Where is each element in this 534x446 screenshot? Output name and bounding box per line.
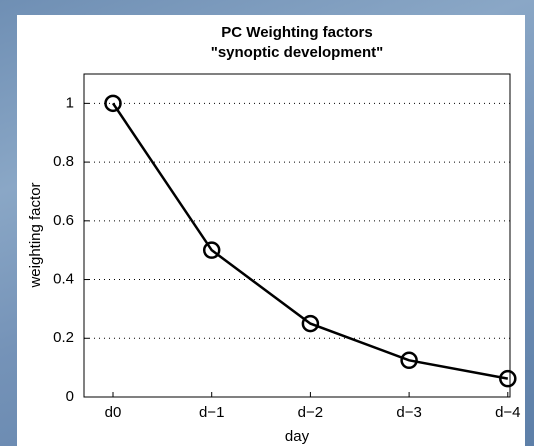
plot-frame: [83, 73, 511, 398]
data-point: [400, 351, 418, 370]
x-tick-label: d−4: [495, 404, 520, 421]
y-tick-label: 0: [66, 388, 74, 405]
chart-title: PC Weighting factors: [221, 24, 372, 41]
y-tick-label: 0.6: [53, 212, 74, 229]
x-tick-label: d−2: [298, 404, 323, 421]
x-tick-label: d0: [105, 404, 122, 421]
data-point: [104, 94, 122, 113]
figure-background: [17, 15, 525, 446]
data-point: [202, 241, 221, 259]
x-tick-label: d−1: [199, 404, 224, 421]
x-tick-label: d−3: [396, 404, 421, 421]
y-tick-label: 0.4: [53, 271, 74, 288]
x-axis-label: day: [285, 428, 310, 445]
y-tick-label: 0.8: [53, 153, 74, 170]
data-point: [499, 369, 517, 388]
data-point: [301, 314, 320, 333]
chart-subtitle: "synoptic development": [211, 44, 384, 61]
y-tick-label: 1: [66, 94, 74, 111]
y-tick-label: 0.2: [53, 329, 74, 346]
data-line: [111, 102, 509, 380]
y-axis-label: weighting factor: [27, 182, 44, 288]
